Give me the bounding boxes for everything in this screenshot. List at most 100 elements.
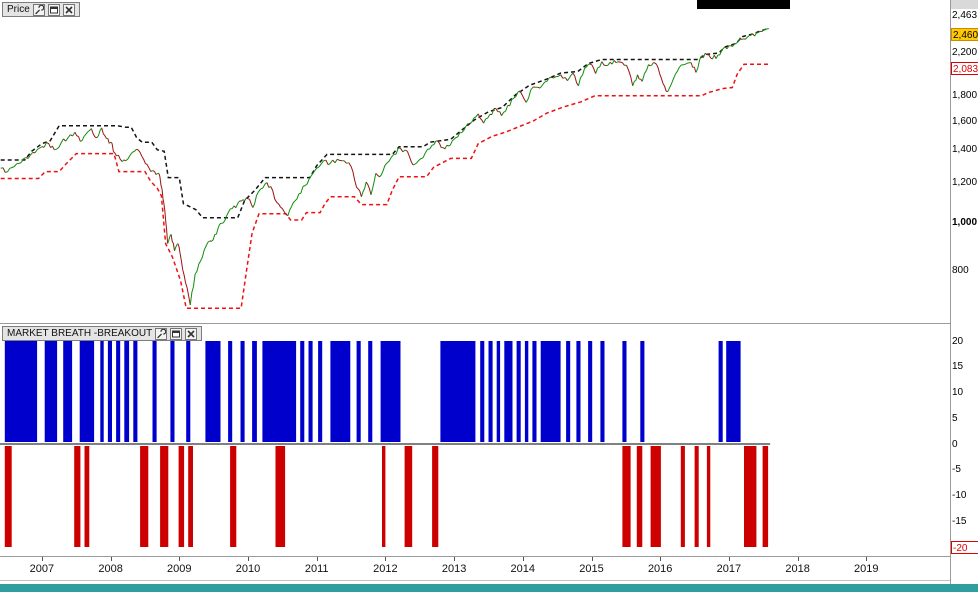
- x-axis-tick: [179, 557, 181, 561]
- window-icon[interactable]: [47, 3, 60, 16]
- breakout-down-bar: [188, 446, 193, 547]
- x-axis-tick: [316, 557, 318, 561]
- breakout-up-bar: [79, 341, 95, 442]
- breakout-down-bar: [762, 446, 769, 547]
- breakout-up-bar: [622, 341, 627, 442]
- y-axis-column: 2,463 2,460 2,200 2,083 1,800 1,600 1,400 1,200…: [950, 0, 978, 592]
- x-axis-year-label: 2016: [647, 563, 673, 575]
- breakout-down-bar: [230, 446, 237, 547]
- x-axis-year-label: 2007: [29, 563, 55, 575]
- breakout-up-bar: [186, 341, 191, 442]
- breakout-down-bar: [140, 446, 149, 547]
- breakout-up-bar: [480, 341, 485, 442]
- price-panel-titlebar[interactable]: Price: [2, 2, 80, 17]
- indicator-axis-label: -15: [952, 515, 967, 527]
- price-chart-canvas[interactable]: [0, 0, 950, 324]
- breakout-up-bar: [133, 341, 138, 442]
- wrench-icon[interactable]: [155, 327, 168, 340]
- breakout-up-bar: [152, 341, 157, 442]
- price-panel-title: Price: [7, 4, 30, 15]
- last-price-tag: 2,460: [951, 28, 978, 42]
- indicator-axis-label: -10: [952, 490, 967, 501]
- x-axis-tick: [385, 557, 387, 561]
- indicator-axis-label: 20: [952, 335, 964, 347]
- x-axis-year-label: 2014: [510, 563, 536, 575]
- indicator-panel-title: MARKET BREATH -BREAKOUT: [7, 328, 153, 339]
- breakout-up-bar: [540, 341, 561, 442]
- price-line-up: [0, 28, 769, 306]
- window-icon-glyph: [172, 330, 181, 337]
- breakout-up-bar: [308, 341, 313, 442]
- breakout-up-bar: [576, 341, 581, 442]
- close-icon[interactable]: [185, 327, 198, 340]
- breakout-up-bar: [718, 341, 723, 442]
- x-axis-year-label: 2009: [167, 563, 192, 575]
- breakout-up-bar: [488, 341, 493, 442]
- indicator-axis-label: 15: [952, 361, 964, 373]
- indicator-axis-label: 10: [952, 387, 964, 398]
- indicator-axis-label: 0: [952, 438, 958, 450]
- window-icon[interactable]: [170, 327, 183, 340]
- price-axis-label: 1,400: [952, 144, 978, 156]
- breakout-up-bar: [440, 341, 476, 442]
- breakout-up-bar: [252, 341, 257, 442]
- indicator-chart-canvas[interactable]: [0, 324, 950, 557]
- breakout-up-bar: [496, 341, 501, 442]
- breakout-up-bar: [300, 341, 305, 442]
- breakout-up-bar: [318, 341, 323, 442]
- breakout-up-bar: [640, 341, 645, 442]
- x-axis-year-label: 2013: [441, 563, 467, 575]
- breakout-down-bar: [4, 446, 12, 547]
- close-icon-glyph: [187, 329, 195, 338]
- breakout-up-bar: [44, 341, 58, 442]
- breakout-down-bar: [636, 446, 643, 547]
- breakout-down-bar: [160, 446, 169, 547]
- x-axis-year-label: 2008: [98, 563, 123, 575]
- price-axis-label: 1,800: [952, 90, 978, 102]
- x-axis-year-label: 2015: [579, 563, 604, 575]
- breakout-down-bar: [178, 446, 185, 547]
- top-overlay-bar: [697, 0, 790, 9]
- x-axis-tick: [110, 557, 112, 561]
- price-axis-label: 1,600: [952, 115, 978, 127]
- x-axis-tick: [797, 557, 799, 561]
- indicator-panel-titlebar[interactable]: MARKET BREATH -BREAKOUT: [2, 326, 203, 341]
- breakout-down-bar: [680, 446, 685, 547]
- bottom-panel-header-strip[interactable]: [0, 584, 978, 592]
- wrench-icon-glyph: [157, 328, 167, 338]
- breakout-up-bar: [330, 341, 351, 442]
- breakout-up-bar: [600, 341, 605, 442]
- breakout-up-bar: [726, 341, 741, 442]
- breakout-down-bar: [275, 446, 286, 547]
- breakout-up-bar: [116, 341, 121, 442]
- breakout-up-bar: [516, 341, 521, 442]
- breakout-up-bar: [356, 341, 361, 442]
- breakout-up-bar: [107, 341, 112, 442]
- price-axis-label: 2,200: [952, 47, 978, 59]
- x-axis-tick: [522, 557, 524, 561]
- breakout-up-bar: [228, 341, 233, 442]
- value-tag: 2,083: [951, 61, 978, 75]
- breakout-down-bar: [650, 446, 661, 547]
- x-axis-year-label: 2018: [785, 563, 810, 575]
- wrench-icon[interactable]: [32, 3, 45, 16]
- breakout-up-bar: [532, 341, 537, 442]
- x-axis-tick: [728, 557, 730, 561]
- x-axis-tick: [660, 557, 662, 561]
- breakout-up-bar: [4, 341, 38, 442]
- x-axis-year-label: 2017: [716, 563, 742, 575]
- axis-corner: [951, 0, 978, 9]
- close-icon[interactable]: [62, 3, 75, 16]
- x-axis-tick: [248, 557, 249, 561]
- breakout-up-bar: [205, 341, 221, 442]
- breakout-up-bar: [100, 341, 104, 442]
- indicator-panel: MARKET BREATH -BREAKOUT: [0, 324, 950, 557]
- price-panel: Price: [0, 0, 950, 324]
- x-axis-year-label: 2019: [854, 563, 879, 575]
- x-axis-tick: [591, 557, 593, 561]
- price-axis-label: 1,200: [952, 177, 978, 189]
- breakout-down-bar: [432, 446, 439, 547]
- x-axis-year-label: 2010: [235, 563, 261, 575]
- x-axis-tick: [454, 557, 456, 561]
